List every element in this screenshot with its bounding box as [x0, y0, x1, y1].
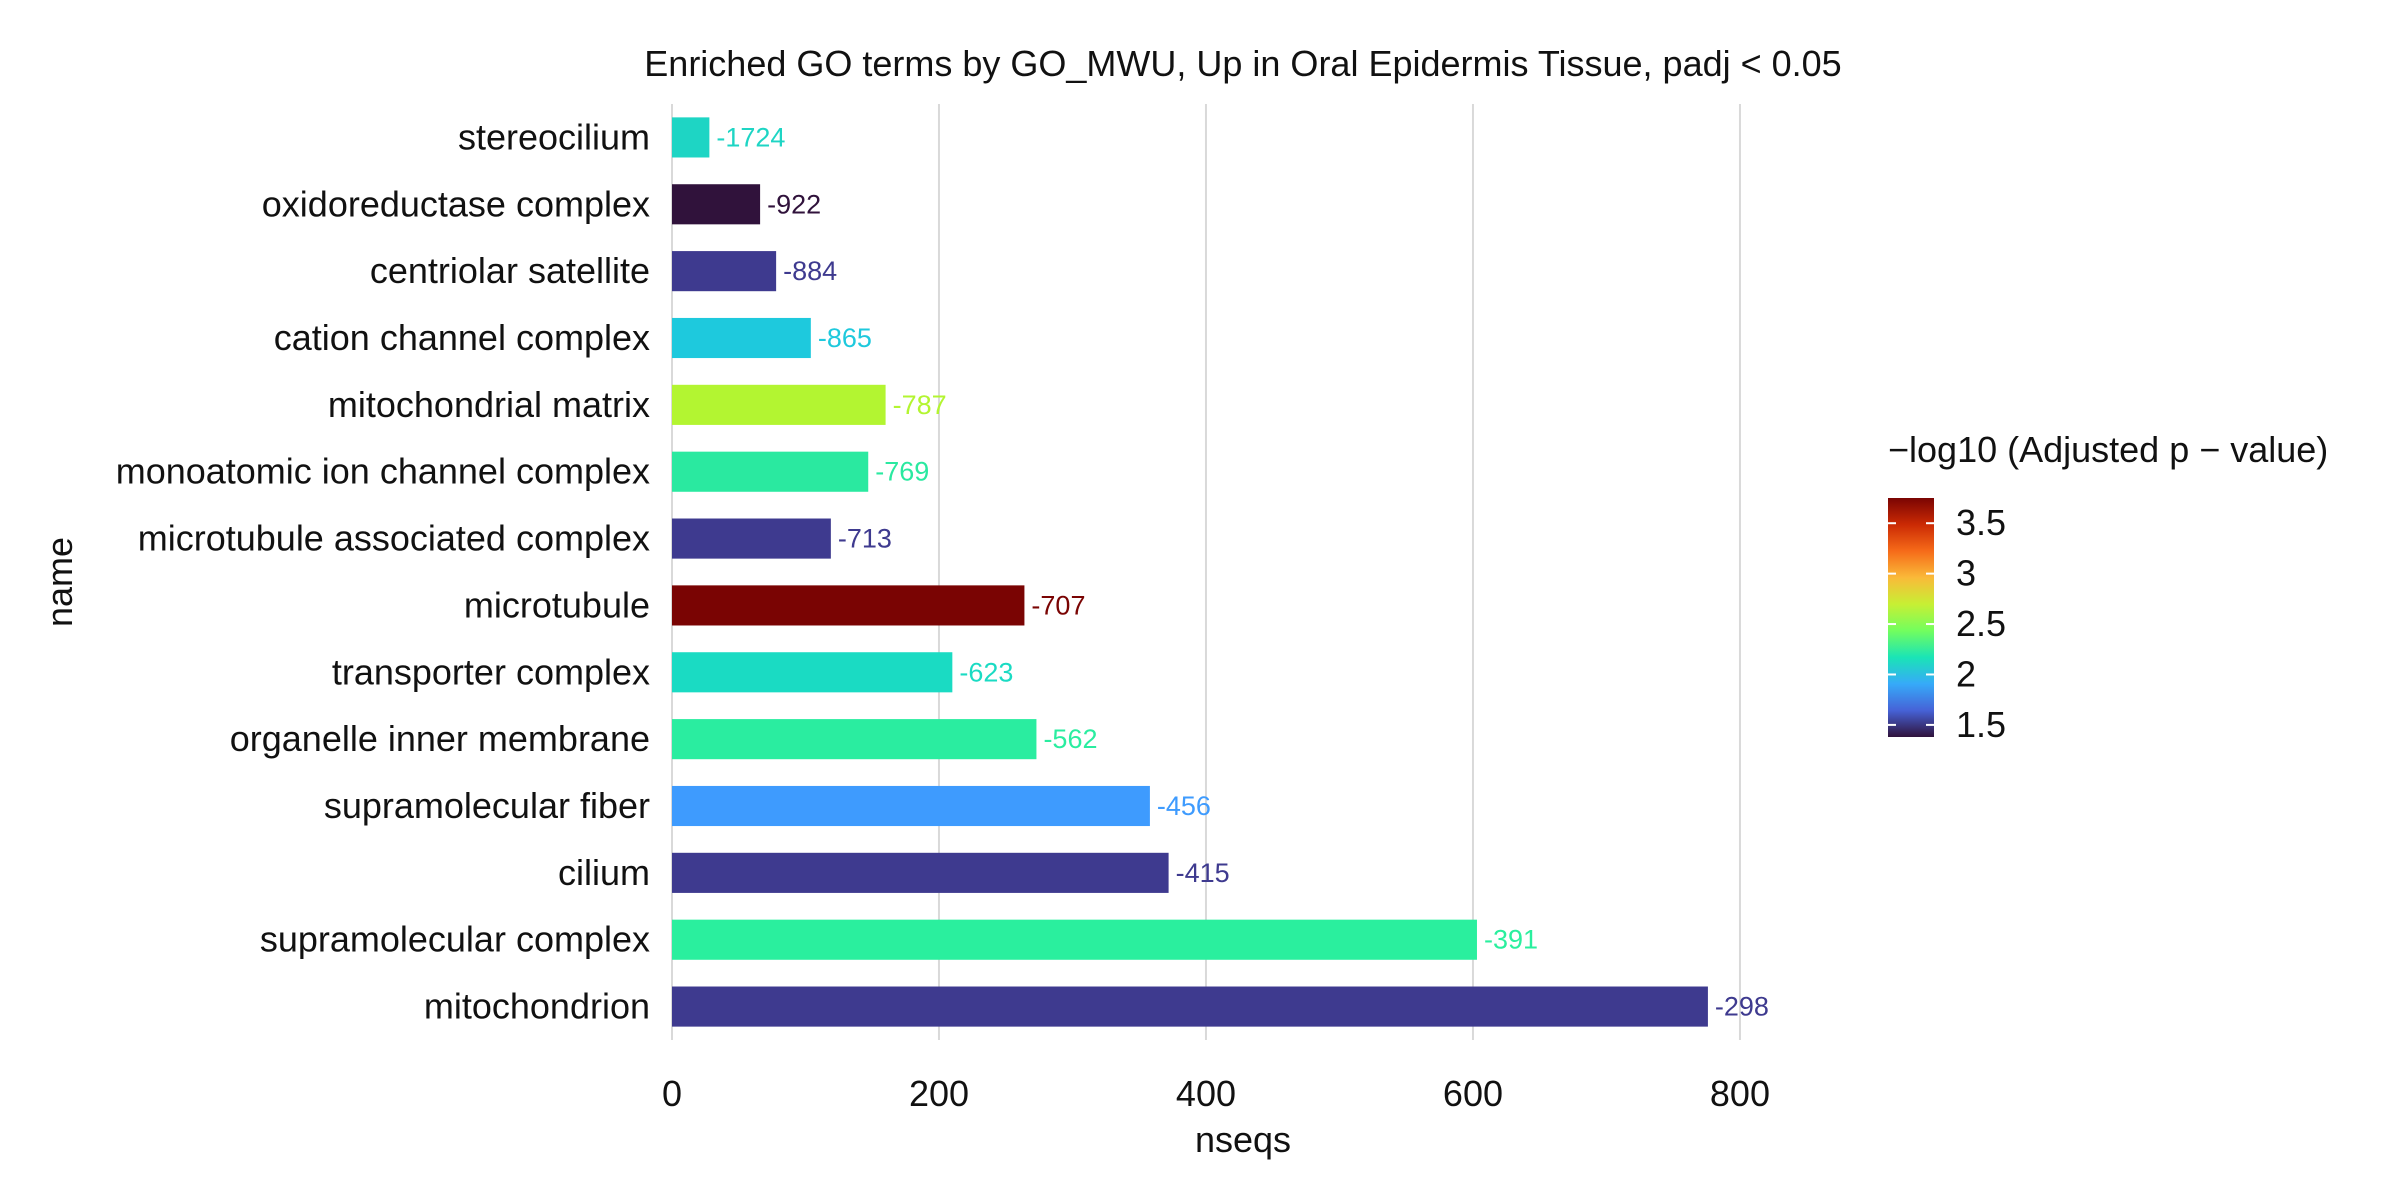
legend-tick-label: 2.5	[1956, 603, 2006, 644]
category-label: mitochondrial matrix	[328, 384, 650, 425]
x-axis-ticks: 0 200 400 600 800	[662, 1073, 1770, 1114]
bar	[672, 384, 886, 425]
bar	[672, 251, 777, 292]
bar-value-label: -865	[818, 323, 872, 353]
category-label: supramolecular fiber	[324, 785, 650, 826]
category-label: supramolecular complex	[260, 919, 650, 960]
bar	[672, 585, 1025, 626]
bar	[672, 451, 869, 492]
bar-value-label: -1724	[716, 122, 785, 152]
bar	[672, 317, 811, 359]
bar	[672, 117, 710, 158]
bar-value-labels: -1724 -922 -884 -865 -787 -769 -713 -707 -623 -56…	[716, 122, 1769, 1021]
bar-value-label: -707	[1031, 590, 1085, 620]
bar	[672, 184, 761, 225]
x-tick-label: 400	[1176, 1073, 1236, 1114]
legend-tick-label: 3	[1956, 553, 1976, 594]
category-label: oxidoreductase complex	[262, 183, 650, 224]
bar-value-label: -769	[875, 457, 929, 487]
bar-value-label: -713	[838, 524, 892, 554]
bar	[672, 919, 1477, 960]
legend-title: −log10 (Adjusted p − value)	[1888, 429, 2328, 470]
bar	[672, 719, 1037, 760]
category-label: cilium	[558, 852, 650, 893]
category-label: centriolar satellite	[370, 250, 650, 291]
bar-value-label: -922	[767, 189, 821, 219]
category-label: microtubule associated complex	[138, 518, 650, 559]
bar-value-label: -415	[1176, 858, 1230, 888]
chart-title: Enriched GO terms by GO_MWU, Up in Oral …	[644, 43, 1841, 84]
x-tick-label: 200	[909, 1073, 969, 1114]
bars	[672, 117, 1708, 1027]
x-tick-label: 800	[1710, 1073, 1770, 1114]
category-label: mitochondrion	[424, 986, 650, 1027]
y-axis-title: name	[39, 537, 80, 627]
category-label: microtubule	[464, 584, 650, 625]
category-label: monoatomic ion channel complex	[116, 451, 650, 492]
bar	[672, 986, 1708, 1027]
bar	[672, 852, 1169, 893]
bar-value-label: -456	[1157, 791, 1211, 821]
x-axis-title: nseqs	[1195, 1119, 1291, 1160]
legend-ticks: 1.5 2 2.5 3 3.5	[1888, 502, 2006, 745]
bar-value-label: -787	[893, 390, 947, 420]
legend-tick-label: 2	[1956, 653, 1976, 694]
bar	[672, 518, 831, 559]
grid-lines	[671, 104, 1741, 1040]
category-label: stereocilium	[458, 116, 650, 157]
legend-colorbar	[1888, 498, 1934, 737]
color-legend: −log10 (Adjusted p − value) 1.5 2 2.5 3 3.5	[1888, 429, 2328, 745]
bar	[672, 785, 1150, 827]
legend-tick-label: 3.5	[1956, 502, 2006, 543]
x-tick-label: 0	[662, 1073, 682, 1114]
category-label: organelle inner membrane	[230, 718, 650, 759]
x-tick-label: 600	[1443, 1073, 1503, 1114]
legend-tick-label: 1.5	[1956, 704, 2006, 745]
category-label: transporter complex	[332, 651, 650, 692]
bar-value-label: -298	[1715, 992, 1769, 1022]
category-label: cation channel complex	[274, 317, 650, 358]
bar	[672, 652, 953, 693]
bar-value-label: -884	[783, 256, 837, 286]
bar-value-label: -391	[1484, 925, 1538, 955]
bar-value-label: -623	[959, 657, 1013, 687]
bar-value-label: -562	[1043, 724, 1097, 754]
category-labels: stereocilium oxidoreductase complex centri…	[116, 116, 650, 1026]
